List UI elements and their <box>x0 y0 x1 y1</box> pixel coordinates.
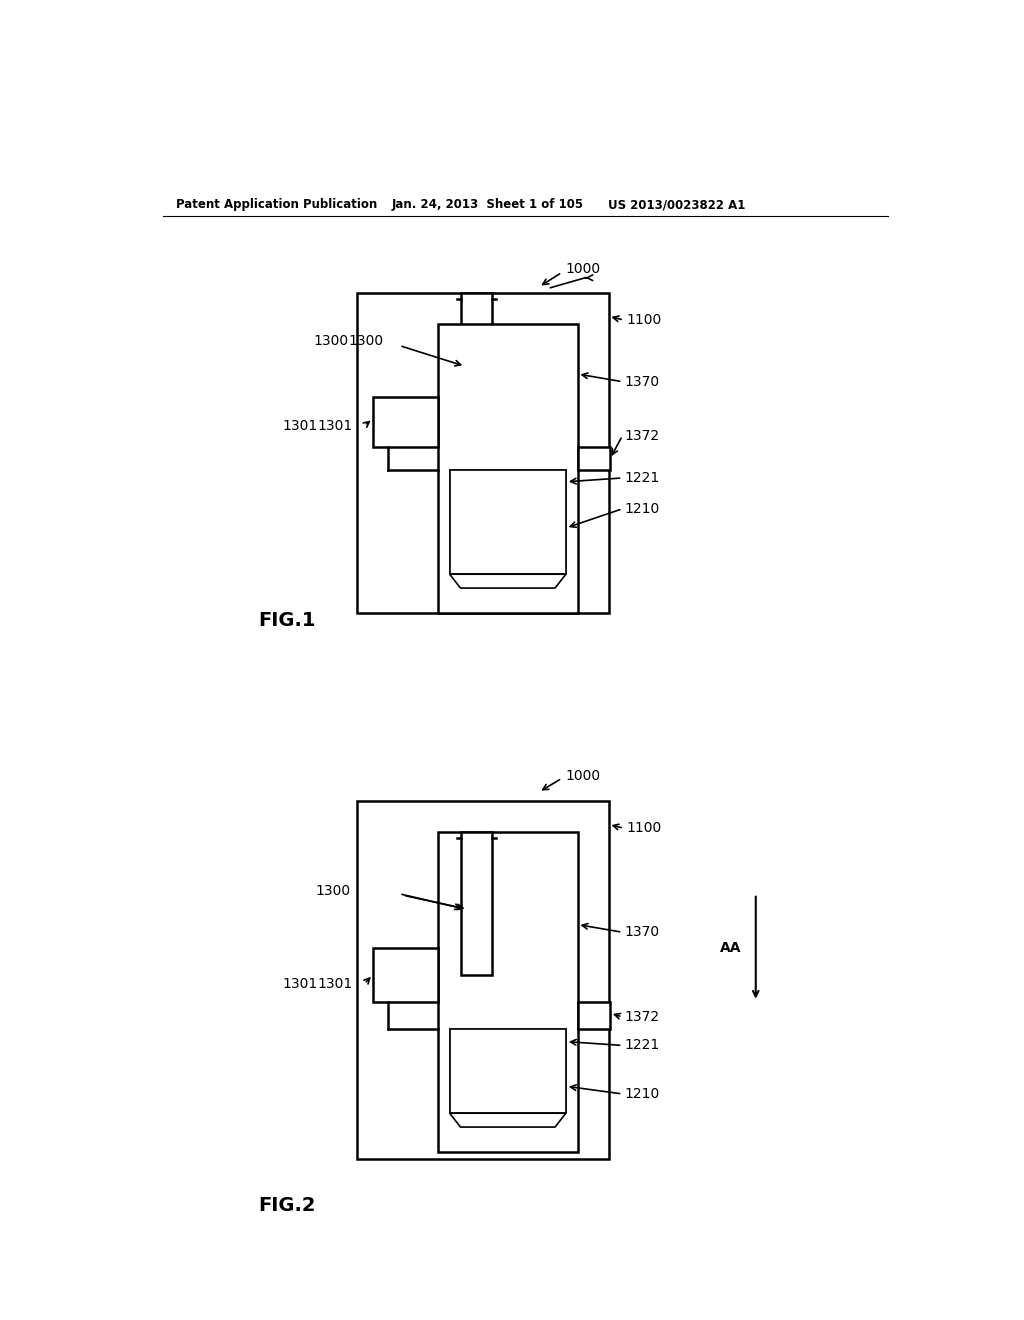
Text: AA: AA <box>720 941 741 954</box>
Text: US 2013/0023822 A1: US 2013/0023822 A1 <box>608 198 745 211</box>
Bar <box>373 397 438 447</box>
Bar <box>450 494 566 574</box>
Polygon shape <box>450 1113 566 1127</box>
Text: 1210: 1210 <box>625 502 660 516</box>
Text: Patent Application Publication: Patent Application Publication <box>176 198 377 211</box>
Bar <box>450 470 566 574</box>
Bar <box>450 1028 566 1056</box>
Bar <box>356 801 608 1159</box>
Text: 1301: 1301 <box>283 977 317 991</box>
Text: Jan. 24, 2013  Sheet 1 of 105: Jan. 24, 2013 Sheet 1 of 105 <box>391 198 584 211</box>
Text: 1221: 1221 <box>625 471 660 484</box>
Text: 1372: 1372 <box>625 429 659 442</box>
Text: 1100: 1100 <box>627 313 662 327</box>
Bar <box>438 323 578 612</box>
Bar <box>450 470 566 494</box>
Bar <box>578 1002 610 1028</box>
Text: 1000: 1000 <box>566 770 601 783</box>
Bar <box>450 470 566 494</box>
Bar <box>438 832 578 1151</box>
Polygon shape <box>450 574 566 589</box>
Text: 1301: 1301 <box>283 418 317 433</box>
Text: 1370: 1370 <box>625 375 659 388</box>
Bar <box>578 447 610 470</box>
Bar <box>450 1056 566 1113</box>
Bar <box>450 494 566 574</box>
Bar <box>450 1028 566 1056</box>
Text: 1370: 1370 <box>625 925 659 940</box>
Text: 1372: 1372 <box>625 1010 659 1024</box>
Text: 1221: 1221 <box>625 1039 660 1052</box>
Bar <box>356 293 608 612</box>
Bar <box>461 832 493 974</box>
Text: 1000: 1000 <box>566 261 601 276</box>
Text: 1301: 1301 <box>317 977 353 991</box>
Text: 1300: 1300 <box>313 334 349 348</box>
Text: 1301: 1301 <box>317 418 353 433</box>
Text: FIG.2: FIG.2 <box>258 1196 315 1216</box>
Text: 1300: 1300 <box>315 883 350 898</box>
Bar <box>461 293 493 424</box>
Text: FIG.1: FIG.1 <box>258 611 315 630</box>
Text: 1300: 1300 <box>349 334 384 348</box>
Bar <box>450 1056 566 1113</box>
Bar <box>373 948 438 1002</box>
Text: 1210: 1210 <box>625 1086 660 1101</box>
Text: 1100: 1100 <box>627 821 662 836</box>
Bar <box>450 1028 566 1113</box>
